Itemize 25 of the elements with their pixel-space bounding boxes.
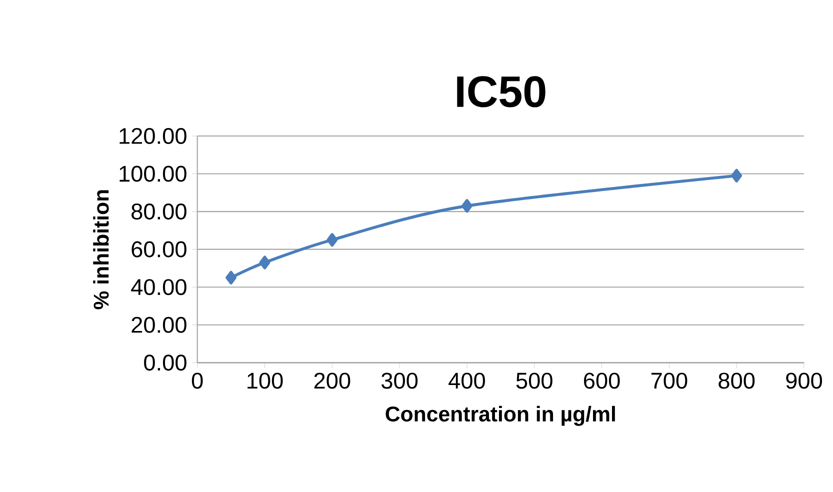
point — [259, 256, 270, 270]
y-tick-label: 80.00 — [132, 204, 186, 220]
point — [461, 199, 472, 213]
chart-title: IC50 — [457, 76, 546, 108]
point — [226, 270, 237, 284]
point — [326, 233, 338, 247]
x-tick-label: 300 — [382, 372, 418, 389]
y-tick-label: 20.00 — [132, 316, 186, 333]
point — [731, 168, 742, 182]
x-tick-label: 400 — [448, 372, 485, 389]
x-tick-label: 0 — [192, 372, 203, 389]
x-tick-label: 800 — [718, 372, 755, 389]
y-tick-label: 120.00 — [120, 128, 186, 144]
x-axis-title: Concentration in µg/ml — [386, 406, 615, 426]
y-axis-title: % inhibition — [93, 190, 109, 310]
y-tick-label: 60.00 — [132, 241, 186, 258]
x-tick-label: 600 — [584, 372, 620, 389]
x-tick-label: 100 — [248, 372, 283, 389]
x-tick-label: 900 — [786, 372, 822, 389]
y-tick-label: 100.00 — [120, 166, 186, 182]
x-tick-label: 700 — [651, 372, 688, 389]
y-tick-label: 0.00 — [144, 354, 186, 371]
x-tick-label: 200 — [314, 372, 350, 389]
x-tick-label: 500 — [516, 372, 552, 389]
y-tick-label: 40.00 — [131, 279, 186, 296]
